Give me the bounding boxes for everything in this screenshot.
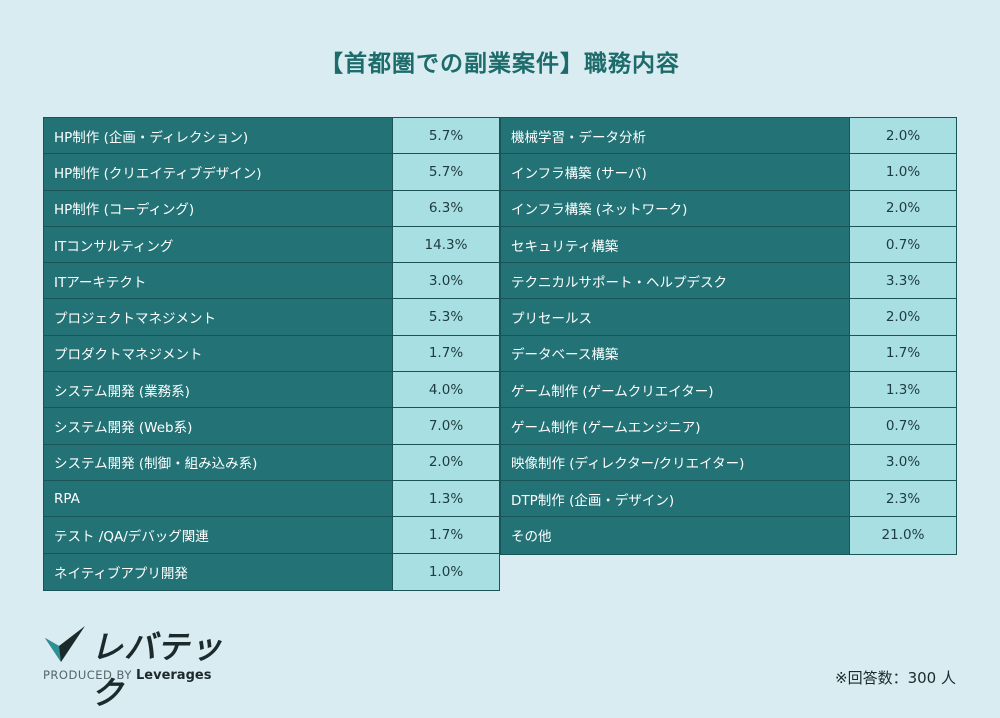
table-row: 機械学習・データ分析 2.0% xyxy=(501,118,956,155)
logo-check-icon xyxy=(45,626,85,662)
row-label: ネイティブアプリ開発 xyxy=(44,553,393,590)
row-label: インフラ構築 (ネットワーク) xyxy=(501,190,850,226)
table-row: セキュリティ構築 0.7% xyxy=(501,226,956,264)
row-label: システム開発 (制御・組み込み系) xyxy=(44,444,393,480)
row-value: 1.3% xyxy=(393,480,499,517)
table-row: ゲーム制作 (ゲームエンジニア) 0.7% xyxy=(501,408,956,445)
row-label: その他 xyxy=(501,517,850,554)
row-value: 6.3% xyxy=(393,190,499,226)
table-row: HP制作 (企画・ディレクション) 5.7% xyxy=(44,118,499,155)
table-row: システム開発 (制御・組み込み系) 2.0% xyxy=(44,444,499,481)
row-value: 0.7% xyxy=(850,226,956,263)
logo: レバテック PRODUCED BY Leverages xyxy=(43,620,233,712)
row-value: 1.0% xyxy=(850,154,956,190)
row-label: HP制作 (クリエイティブデザイン) xyxy=(44,154,393,190)
row-value: 2.0% xyxy=(850,190,956,226)
row-label: テクニカルサポート・ヘルプデスク xyxy=(501,263,850,299)
table-left: HP制作 (企画・ディレクション) 5.7% HP制作 (クリエイティブデザイン) 5… xyxy=(43,117,500,591)
row-label: ゲーム制作 (ゲームクリエイター) xyxy=(501,372,850,408)
row-label: RPA xyxy=(44,480,393,517)
response-count-note: ※回答数：300 人 xyxy=(835,669,956,687)
row-label: システム開発 (Web系) xyxy=(44,408,393,444)
row-label: データベース構築 xyxy=(501,335,850,372)
row-value: 4.0% xyxy=(393,372,499,408)
row-label: セキュリティ構築 xyxy=(501,226,850,263)
table-row: システム開発 (業務系) 4.0% xyxy=(44,372,499,409)
row-value: 1.0% xyxy=(393,553,499,590)
table-row: その他 21.0% xyxy=(501,517,956,554)
brand-name: Leverages xyxy=(136,668,212,683)
row-value: 2.3% xyxy=(850,480,956,517)
row-value: 1.7% xyxy=(393,517,499,553)
row-label: ITアーキテクト xyxy=(44,263,393,299)
table-row: HP制作 (コーディング) 6.3% xyxy=(44,190,499,227)
table-row: データベース構築 1.7% xyxy=(501,335,956,373)
row-label: HP制作 (コーディング) xyxy=(44,190,393,226)
row-label: プロダクトマネジメント xyxy=(44,335,393,372)
row-value: 3.0% xyxy=(393,263,499,299)
row-label: 機械学習・データ分析 xyxy=(501,118,850,154)
produced-by-label: PRODUCED BY xyxy=(43,668,132,682)
table-row: ITコンサルティング 14.3% xyxy=(44,226,499,264)
row-value: 3.0% xyxy=(850,444,956,480)
table-row: インフラ構築 (サーバ) 1.0% xyxy=(501,154,956,191)
row-value: 14.3% xyxy=(393,226,499,263)
table-row: ITアーキテクト 3.0% xyxy=(44,263,499,300)
row-value: 7.0% xyxy=(393,408,499,444)
row-value: 2.0% xyxy=(850,299,956,335)
table-right: 機械学習・データ分析 2.0% インフラ構築 (サーバ) 1.0% インフラ構築 (ネッ… xyxy=(500,117,957,555)
table-row: HP制作 (クリエイティブデザイン) 5.7% xyxy=(44,154,499,191)
row-label: インフラ構築 (サーバ) xyxy=(501,154,850,190)
row-value: 5.7% xyxy=(393,118,499,154)
table-row: システム開発 (Web系) 7.0% xyxy=(44,408,499,445)
table-row: DTP制作 (企画・デザイン) 2.3% xyxy=(501,480,956,518)
row-label: テスト /QA/デバッグ関連 xyxy=(44,517,393,553)
table-row: ネイティブアプリ開発 1.0% xyxy=(44,553,499,590)
row-label: ゲーム制作 (ゲームエンジニア) xyxy=(501,408,850,444)
page-title: 【首都圏での副業案件】職務内容 xyxy=(320,51,680,77)
row-label: ITコンサルティング xyxy=(44,226,393,263)
table-row: RPA 1.3% xyxy=(44,480,499,518)
table-row: テスト /QA/デバッグ関連 1.7% xyxy=(44,517,499,554)
row-label: プロジェクトマネジメント xyxy=(44,299,393,335)
row-label: システム開発 (業務系) xyxy=(44,372,393,408)
table-row: プロジェクトマネジメント 5.3% xyxy=(44,299,499,336)
row-value: 1.7% xyxy=(850,335,956,372)
row-value: 0.7% xyxy=(850,408,956,444)
table-row: テクニカルサポート・ヘルプデスク 3.3% xyxy=(501,263,956,300)
table-row: インフラ構築 (ネットワーク) 2.0% xyxy=(501,190,956,227)
table-row: プリセールス 2.0% xyxy=(501,299,956,336)
row-label: DTP制作 (企画・デザイン) xyxy=(501,480,850,517)
logo-text: レバテック xyxy=(91,628,224,712)
row-value: 2.0% xyxy=(850,118,956,154)
row-label: 映像制作 (ディレクター/クリエイター) xyxy=(501,444,850,480)
table-row: プロダクトマネジメント 1.7% xyxy=(44,335,499,373)
row-value: 1.7% xyxy=(393,335,499,372)
row-value: 2.0% xyxy=(393,444,499,480)
row-value: 3.3% xyxy=(850,263,956,299)
row-value: 1.3% xyxy=(850,372,956,408)
row-value: 5.7% xyxy=(393,154,499,190)
table-row: ゲーム制作 (ゲームクリエイター) 1.3% xyxy=(501,372,956,409)
produced-by: PRODUCED BY Leverages xyxy=(43,668,211,683)
table-row: 映像制作 (ディレクター/クリエイター) 3.0% xyxy=(501,444,956,481)
row-label: HP制作 (企画・ディレクション) xyxy=(44,118,393,154)
row-label: プリセールス xyxy=(501,299,850,335)
row-value: 5.3% xyxy=(393,299,499,335)
row-value: 21.0% xyxy=(850,517,956,554)
